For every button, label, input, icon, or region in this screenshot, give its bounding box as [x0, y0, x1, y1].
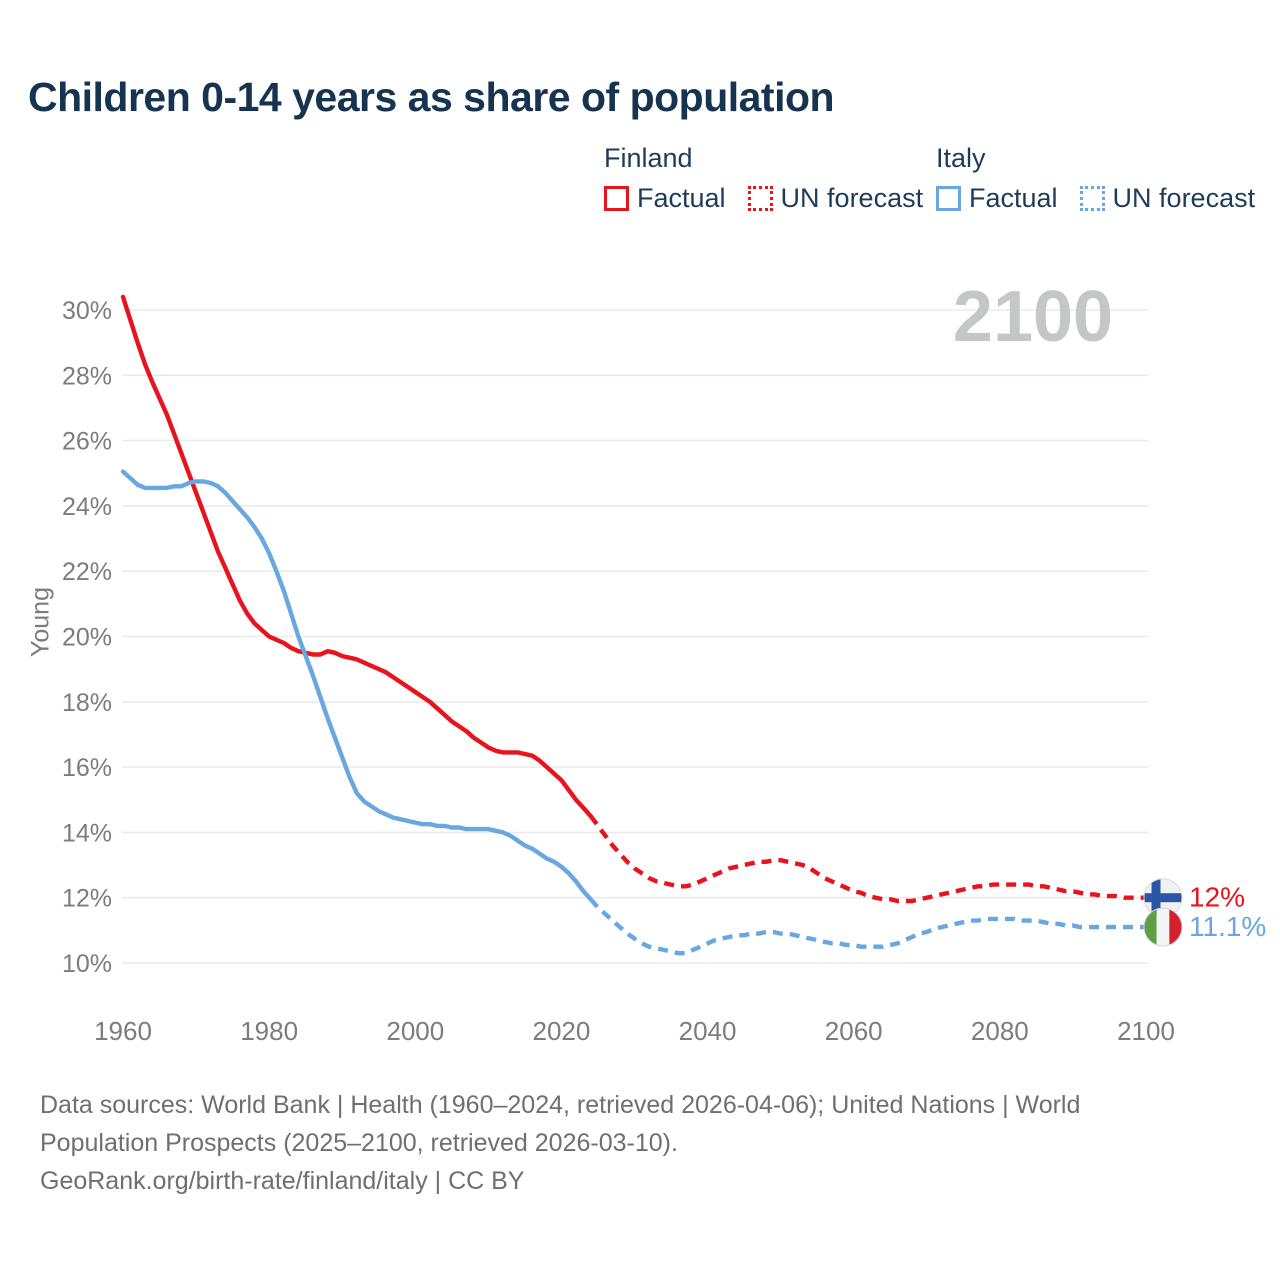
series-italy-factual [120, 469, 593, 902]
dotted-line-swatch-icon [1079, 186, 1105, 211]
x-tick-label: 2000 [386, 1016, 444, 1046]
italy-flag-icon [1143, 907, 1183, 947]
y-axis-tick-labels: 30% 28% 26% 24% 22% 20% 18% 16% 14% 12% 10% [62, 297, 112, 978]
legend-item-label: UN forecast [780, 183, 924, 213]
y-tick-label: 16% [62, 754, 112, 782]
x-axis-tick-labels: 1960 1980 2000 2020 2040 2060 2080 2100 [94, 1016, 1175, 1046]
finland-flag-icon [1143, 878, 1183, 918]
y-axis-title: Young [26, 587, 55, 657]
x-tick-label: 2020 [533, 1016, 591, 1046]
x-tick-label: 2040 [679, 1016, 737, 1046]
legend-group-italy: Italy Factual UN forecast [936, 143, 1277, 214]
legend-country-label: Finland [604, 143, 693, 173]
y-tick-label: 12% [62, 885, 112, 913]
legend-item-finland-un-forecast: UN forecast [747, 183, 924, 214]
y-tick-label: 24% [62, 493, 112, 521]
series-finland-un-forecast [588, 814, 1146, 904]
legend-country-label: Italy [936, 143, 986, 173]
solid-line-swatch-icon [936, 186, 961, 211]
footer-data-sources-2: Population Prospects (2025–2100, retriev… [40, 1129, 678, 1157]
legend-item-finland-factual: Factual [604, 183, 726, 214]
y-tick-label: 14% [62, 819, 112, 847]
end-value-label-finland: 12% [1189, 882, 1245, 913]
y-tick-label: 26% [62, 428, 112, 456]
watermark-year: 2100 [953, 277, 1113, 357]
legend-item-label: Factual [637, 183, 726, 213]
end-value-label-italy: 11.1% [1189, 911, 1266, 942]
page-title: Children 0-14 years as share of populati… [28, 74, 835, 120]
y-tick-label: 30% [62, 297, 112, 325]
legend-item-label: Factual [969, 183, 1058, 213]
gridlines [122, 309, 1148, 964]
x-tick-label: 1980 [240, 1016, 298, 1046]
footer: Data sources: World Bank | Health (1960–… [40, 1086, 1240, 1200]
legend-item-italy-un-forecast: UN forecast [1079, 183, 1256, 214]
dotted-line-swatch-icon [747, 186, 773, 211]
legend-group-finland: Finland Factual UN forecast [604, 143, 945, 214]
series-finland-factual [120, 294, 593, 819]
solid-line-swatch-icon [604, 186, 629, 211]
x-tick-label: 1960 [94, 1016, 152, 1046]
footer-data-sources: Data sources: World Bank | Health (1960–… [40, 1091, 1081, 1119]
y-tick-label: 10% [62, 950, 112, 978]
y-tick-label: 18% [62, 689, 112, 717]
x-tick-label: 2100 [1117, 1016, 1175, 1046]
footer-attribution: GeoRank.org/birth-rate/finland/italy | C… [40, 1167, 525, 1195]
legend-item-label: UN forecast [1112, 183, 1256, 213]
legend-item-italy-factual: Factual [936, 183, 1058, 214]
x-tick-label: 2060 [825, 1016, 883, 1046]
y-tick-label: 22% [62, 558, 112, 586]
y-tick-label: 20% [62, 624, 112, 652]
series-italy-un-forecast [589, 897, 1146, 956]
y-tick-label: 28% [62, 362, 112, 390]
x-tick-label: 2080 [971, 1016, 1029, 1046]
